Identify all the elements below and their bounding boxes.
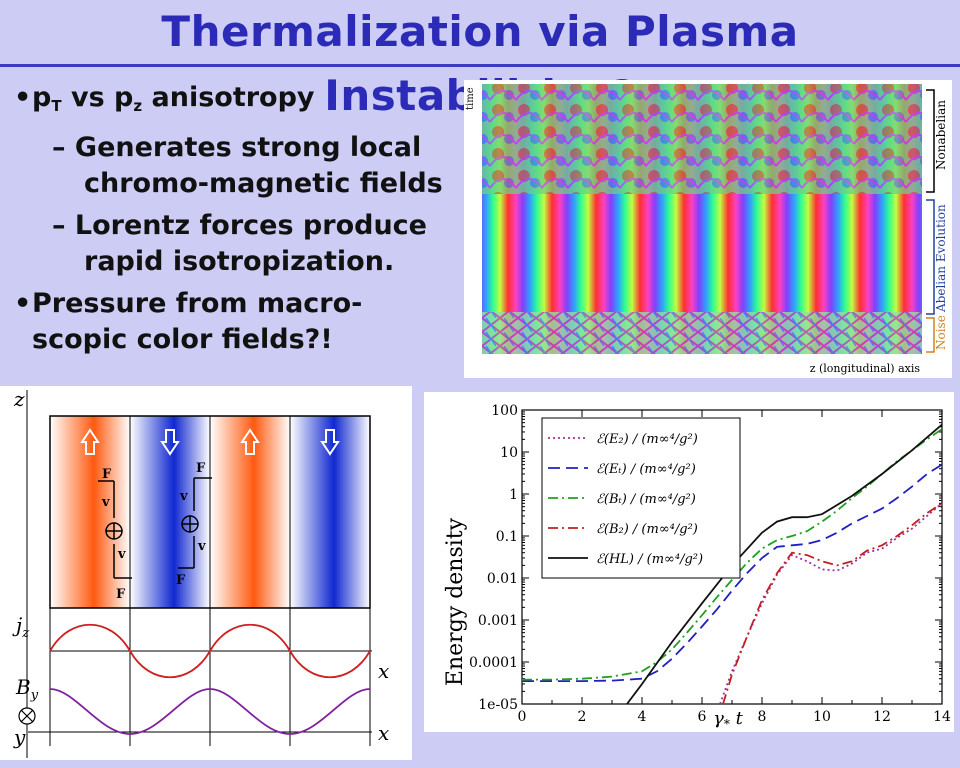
y-tick-label: 1: [509, 487, 518, 503]
noise-label: Noise: [934, 315, 948, 350]
x-label: x: [378, 659, 389, 683]
energy-density-chart: Energy density 1001010.10.010.0010.00011…: [443, 403, 951, 731]
y-tick-label: 0.001: [478, 613, 518, 629]
series-line-5: [626, 423, 943, 705]
filament-orange-2: [210, 416, 290, 608]
y-tick-label: 0.0001: [469, 655, 518, 671]
particle-left: [98, 480, 132, 579]
plot-area: 100 10 1 0.1 0.01 0.001 0.0001 1e-050 2 4 6 8 10 12 14…: [469, 403, 951, 725]
force-label: F: [116, 587, 126, 602]
particle-right: [178, 477, 212, 569]
nonabelian-label: Nonabelian: [934, 100, 948, 170]
noise-bracket: [926, 317, 935, 353]
nonabelian-region: [482, 84, 922, 194]
x-tick-label: 2: [578, 709, 587, 725]
sub-bullet-lorentz-line1: Lorentz forces produce: [74, 210, 427, 241]
z-axis-label: z (longitudinal) axis: [810, 362, 921, 375]
velocity-label: v: [101, 495, 110, 510]
bullet-anisotropy-text-a: p: [32, 82, 52, 113]
time-axis-label: time: [465, 87, 476, 110]
slide-title: Thermalization via Plasma Instabilities?: [161, 7, 799, 120]
bullet-list: •pT vs pz anisotropy – Generates strong …: [14, 80, 454, 358]
x-tick-label: 0: [518, 709, 527, 725]
legend-entry: ℰ(HL) / (m∞⁴/g²): [596, 552, 703, 567]
velocity-label: v: [197, 539, 206, 554]
filament-blue-1: [130, 416, 210, 608]
abelian-label: Abelian Evolution: [934, 204, 948, 313]
bullet-pressure: •Pressure from macro- scopic color field…: [14, 286, 454, 358]
x-tick-label: 14: [933, 709, 951, 725]
simulation-panel: time Nonabelian Abelian Evolution Noise …: [464, 80, 952, 378]
bullet-dot: •: [14, 288, 32, 319]
force-label: F: [176, 573, 186, 588]
abelian-bracket: [926, 199, 935, 315]
y-tick-label: 0.1: [496, 529, 518, 545]
series-line-2: [522, 463, 943, 682]
filament-diagram-panel: z F v v F F v v F: [0, 386, 412, 760]
y-tick-label: 0.01: [487, 571, 518, 587]
y-tick-label: 10: [500, 445, 518, 461]
x-label: x: [378, 721, 389, 745]
legend-entry: ℰ(B₂) / (m∞⁴/g²): [596, 522, 698, 537]
x-axis-label-sub: *: [724, 717, 730, 731]
bullet-anisotropy-sub-a: T: [51, 97, 62, 115]
bullet-dot: •: [14, 82, 32, 113]
velocity-label: v: [179, 489, 188, 504]
bullet-anisotropy: •pT vs pz anisotropy: [14, 80, 454, 124]
filament-orange-1: [50, 416, 130, 608]
energy-plot-panel: Energy density 100 10 1 0.1 0.01 0.001 0.0001 1…: [424, 392, 954, 732]
x-tick-label: 6: [698, 709, 707, 725]
arrow-down-icon: [160, 429, 180, 456]
x-axis-label-t: t: [730, 708, 744, 729]
sub-bullet-fields-line1: Generates strong local: [74, 132, 422, 163]
sub-bullet-dash: –: [52, 210, 66, 241]
y-tick-label: 100: [491, 403, 518, 419]
nonabelian-bracket: [926, 89, 935, 193]
title-underline: [0, 64, 960, 67]
bullet-pressure-line2: scopic color fields?!: [32, 324, 333, 355]
filament-diagram: z F v v F F v v F: [12, 387, 389, 758]
force-label: F: [196, 461, 206, 476]
simulation-figure: time Nonabelian Abelian Evolution Noise …: [465, 84, 948, 375]
x-tick-label: 10: [813, 709, 831, 725]
bullet-anisotropy-sub-b: z: [133, 97, 143, 115]
bullet-anisotropy-text-c: anisotropy: [142, 82, 315, 113]
jz-subscript: z: [21, 626, 29, 641]
jz-symbol: j: [12, 613, 22, 637]
x-tick-label: 4: [638, 709, 647, 725]
by-symbol: B: [15, 675, 31, 699]
x-tick-label: 12: [873, 709, 891, 725]
by-curve: [49, 688, 371, 735]
legend-entry: ℰ(Bₜ) / (m∞⁴/g²): [596, 492, 696, 507]
x-tick-label: 8: [758, 709, 767, 725]
legend-entry: ℰ(Eₜ) / (m∞⁴/g²): [596, 462, 696, 477]
by-subscript: y: [30, 688, 39, 703]
x-axis-label: γ* t: [713, 708, 743, 731]
x-axis-label-gamma: γ: [713, 708, 724, 729]
y-tick-label: 1e-05: [478, 697, 518, 713]
sub-bullet-fields: – Generates strong local chromo-magnetic…: [14, 130, 454, 202]
arrow-up-icon: [240, 428, 260, 455]
arrow-down-icon: [320, 429, 340, 456]
sub-bullet-lorentz-line2: rapid isotropization.: [84, 246, 395, 277]
bullet-pressure-line1: Pressure from macro-: [32, 288, 363, 319]
jz-label: jz: [12, 613, 29, 641]
legend-entry: ℰ(E₂) / (m∞⁴/g²): [596, 432, 698, 447]
z-label: z: [13, 387, 25, 411]
sub-bullet-lorentz: – Lorentz forces produce rapid isotropiz…: [14, 208, 454, 280]
sub-bullet-dash: –: [52, 132, 66, 163]
arrow-up-icon: [80, 428, 100, 455]
y-label: y: [13, 725, 26, 749]
bullet-anisotropy-text-b: vs p: [61, 82, 134, 113]
filament-blue-2: [290, 416, 370, 608]
into-page-icon-cross: [20, 709, 34, 723]
force-label: F: [102, 467, 112, 482]
by-label: By: [15, 675, 39, 703]
series-line-4: [722, 502, 943, 705]
y-axis-label: Energy density: [443, 517, 468, 686]
velocity-label: v: [117, 547, 126, 562]
noise-region: [482, 312, 922, 354]
sub-bullet-fields-line2: chromo-magnetic fields: [84, 168, 443, 199]
jz-curve: [49, 624, 371, 678]
